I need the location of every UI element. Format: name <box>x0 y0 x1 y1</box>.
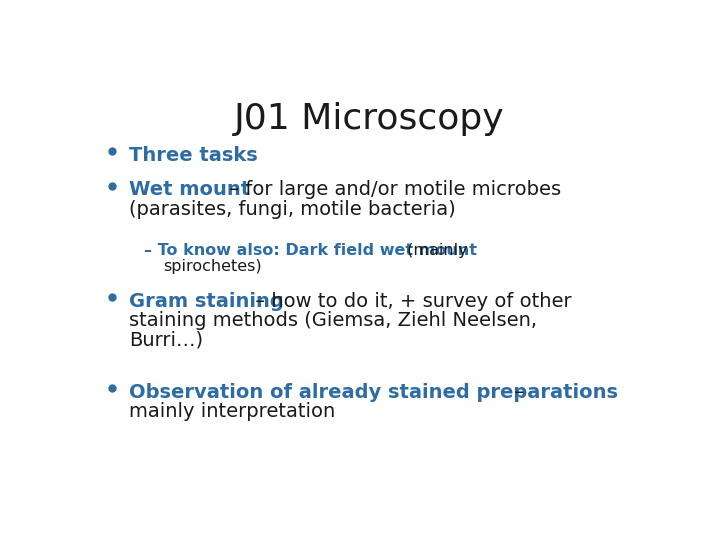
Text: Three tasks: Three tasks <box>129 146 258 165</box>
Text: Gram staining: Gram staining <box>129 292 284 311</box>
Text: mainly interpretation: mainly interpretation <box>129 402 335 421</box>
Text: – how to do it, + survey of other: – how to do it, + survey of other <box>248 292 571 311</box>
Text: Wet mount: Wet mount <box>129 180 250 199</box>
Text: – for large and/or motile microbes: – for large and/or motile microbes <box>222 180 561 199</box>
Text: staining methods (Giemsa, Ziehl Neelsen,: staining methods (Giemsa, Ziehl Neelsen, <box>129 311 536 330</box>
Text: (mainly: (mainly <box>402 244 468 259</box>
Text: spirochetes): spirochetes) <box>163 259 262 274</box>
Text: – To know also: Dark field wet mount: – To know also: Dark field wet mount <box>144 244 477 259</box>
Text: (parasites, fungi, motile bacteria): (parasites, fungi, motile bacteria) <box>129 200 456 219</box>
Text: J01 Microscopy: J01 Microscopy <box>234 102 504 136</box>
Text: –: – <box>508 383 524 402</box>
Text: Observation of already stained preparations: Observation of already stained preparati… <box>129 383 618 402</box>
Text: Burri…): Burri…) <box>129 330 203 349</box>
